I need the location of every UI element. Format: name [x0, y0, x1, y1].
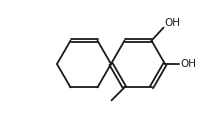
Text: OH: OH [165, 18, 180, 28]
Text: OH: OH [180, 59, 196, 69]
